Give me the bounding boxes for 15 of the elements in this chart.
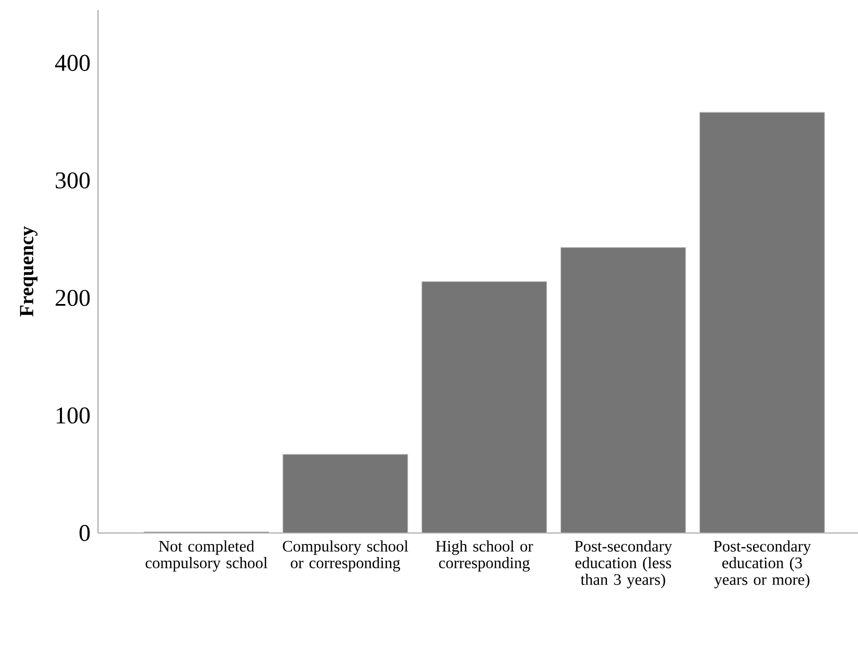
x-tick-label: Not completed compulsory school: [146, 540, 268, 572]
bar: [699, 112, 825, 533]
y-tick-label: 100: [56, 407, 90, 424]
bar: [421, 281, 548, 533]
x-tick-label: Post-secondary education (3 years or more): [714, 540, 811, 588]
y-tick-label: 400: [55, 54, 90, 71]
x-tick-label: Post-secondary education (less than 3 years): [574, 540, 672, 588]
y-axis-title: Frequency: [20, 226, 38, 317]
bar: [282, 454, 408, 533]
x-tick-label: Compulsory school or corresponding: [282, 540, 408, 572]
y-tick-label: 300: [56, 172, 90, 188]
bar: [560, 247, 686, 533]
x-tick-label: High school or corresponding: [436, 540, 533, 572]
y-tick-label: 0: [80, 524, 90, 542]
y-tick-label: 200: [56, 290, 90, 306]
